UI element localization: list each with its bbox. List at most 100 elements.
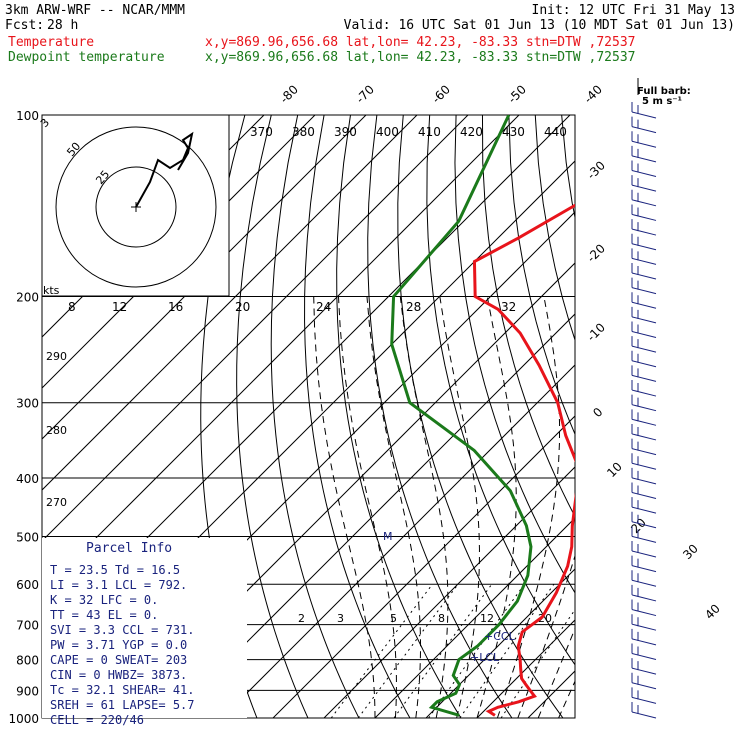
- isotherm-right-label: -30: [584, 158, 608, 182]
- wind-barbs: [631, 78, 657, 719]
- parcel-box: [42, 538, 247, 718]
- pressure-tick-label: 700: [16, 619, 39, 633]
- wind-barb-shaft: [631, 579, 657, 587]
- moist-adiabat-line: [313, 296, 376, 718]
- plot-frame: [41, 114, 576, 719]
- pressure-tick-label: 300: [16, 397, 39, 411]
- wind-barb-shaft: [631, 331, 657, 338]
- wind-barb-shaft: [631, 565, 657, 573]
- temperature-profile: [472, 203, 575, 717]
- pressure-tick-label: 400: [16, 472, 39, 486]
- wind-barb-shaft: [631, 609, 657, 617]
- wind-barb-shaft: [631, 448, 657, 456]
- wind-barb-shaft: [631, 535, 657, 543]
- wind-barb-shaft: [631, 492, 657, 499]
- wind-barb-shaft: [631, 594, 657, 602]
- theta-label-left: 270: [46, 496, 67, 509]
- wind-barb-shaft: [631, 711, 657, 719]
- wind-barb-shaft: [631, 404, 657, 412]
- wind-barb-shaft: [631, 301, 657, 309]
- isotherm-line: [221, 364, 575, 718]
- isotherm-top-label: -40: [581, 82, 605, 106]
- parcel-row: SREH = 61 LAPSE= 5.7: [50, 698, 195, 712]
- moist-adiabat-line: [558, 680, 575, 718]
- mixing-ratio-label-low: 12: [480, 612, 494, 625]
- dry-adiabat-line: [720, 115, 740, 718]
- mixing-ratio-label: 16: [168, 300, 183, 314]
- wind-barb-shaft: [631, 550, 657, 558]
- theta-label: 400: [376, 125, 399, 139]
- isotherm-top-label: -70: [353, 82, 377, 106]
- wind-barb-shaft: [631, 272, 657, 280]
- pressure-tick-label: 100: [16, 109, 39, 123]
- mixing-ratio-label: 12: [112, 300, 127, 314]
- pressure-axis: 100 200 300 400 500 600 700 800 900 1000: [8, 109, 39, 726]
- wind-barb-shaft: [631, 170, 657, 178]
- theta-label-left: 280: [46, 424, 67, 437]
- parcel-info-panel: Parcel Info T = 23.5 Td = 16.5LI = 3.1 L…: [42, 538, 247, 727]
- theta-labels: 370 380 390 400 410 420 430 440 290 280 270: [46, 125, 567, 509]
- isotherm-right-label: 20: [628, 515, 649, 536]
- wind-barb-shaft: [631, 418, 657, 426]
- temperature-legend: Temperature: [8, 35, 94, 50]
- mixing-ratio-label: 24: [316, 300, 331, 314]
- mixing-ratio-label-low: 20: [538, 612, 552, 625]
- mixing-ratio-label-low: 2: [298, 612, 305, 625]
- isotherm-top-label: -50: [505, 82, 529, 106]
- ccl-marker: +CCL: [484, 630, 516, 643]
- isotherm-right-label: 0: [590, 405, 605, 420]
- isotherm-right-label: 40: [702, 601, 723, 622]
- isotherm-line: [42, 115, 520, 593]
- mixing-ratio-label: 28: [406, 300, 421, 314]
- isotherm-line: [425, 568, 575, 718]
- dewpoint-profile: [390, 115, 533, 717]
- parcel-row: K = 32 LFC = 0.: [50, 593, 158, 607]
- parcel-row: CIN = 0 HWBZ= 3873.: [50, 668, 187, 682]
- wind-barb-shaft: [631, 257, 657, 265]
- wind-barb-shaft: [631, 638, 657, 646]
- isotherm-line: [42, 115, 418, 491]
- isotherm-line: [170, 313, 575, 718]
- dry-adiabat-line: [397, 115, 564, 718]
- theta-label: 430: [502, 125, 525, 139]
- fcst-label: Fcst:: [5, 18, 44, 33]
- wind-barb-shaft: [631, 652, 657, 660]
- dewpoint-legend: Dewpoint temperature: [8, 50, 165, 65]
- wind-barb-shaft: [631, 389, 657, 397]
- model-title: 3km ARW-WRF -- NCAR/MMM: [5, 3, 185, 18]
- hodograph-ring-inner: [95, 166, 177, 248]
- mixing-ratio-label: 8: [68, 300, 76, 314]
- wind-barb-shaft: [631, 374, 657, 382]
- isotherm-right-label: -20: [584, 241, 608, 265]
- wind-barb-shaft: [631, 345, 657, 353]
- barb-note-2: 5 m s⁻¹: [642, 96, 682, 107]
- pressure-tick-label: 600: [16, 578, 39, 592]
- hodo-unit: kts: [43, 284, 60, 297]
- dry-adiabat-line: [336, 115, 462, 718]
- wind-barb-shaft: [631, 287, 657, 295]
- wind-barb-shaft: [631, 360, 657, 368]
- mixing-ratio-label: 32: [501, 300, 516, 314]
- mixing-ratio-label-low: 3: [337, 612, 344, 625]
- dry-adiabat-line: [694, 115, 740, 718]
- barb-note-1: Full barb:: [637, 86, 691, 97]
- moist-adiabat-line: [537, 627, 575, 718]
- mixing-ratio-labels: 8 12 16 20 24 28 32 2 3 5 8 12 20: [68, 300, 552, 625]
- parcel-row: CELL = 220/46: [50, 713, 144, 727]
- wind-barb-shaft: [631, 462, 657, 470]
- wind-barb-shaft: [631, 199, 657, 207]
- dry-adiabat-line: [367, 115, 513, 718]
- isotherm-line: [42, 115, 367, 440]
- theta-label: 390: [334, 125, 357, 139]
- dry-adiabat-line: [426, 115, 575, 666]
- parcel-row: PW = 3.71 YGP = 0.0: [50, 638, 187, 652]
- wind-barb-shaft: [631, 243, 657, 251]
- isotherm-line: [42, 115, 469, 542]
- wind-barb-shaft: [631, 228, 657, 236]
- wind-barb-shaft: [631, 623, 657, 631]
- wind-barb-shaft: [631, 696, 657, 704]
- moist-adiabat-line: [496, 296, 561, 718]
- isotherm-top-label: -60: [429, 82, 453, 106]
- dry-adiabat-line: [508, 115, 575, 436]
